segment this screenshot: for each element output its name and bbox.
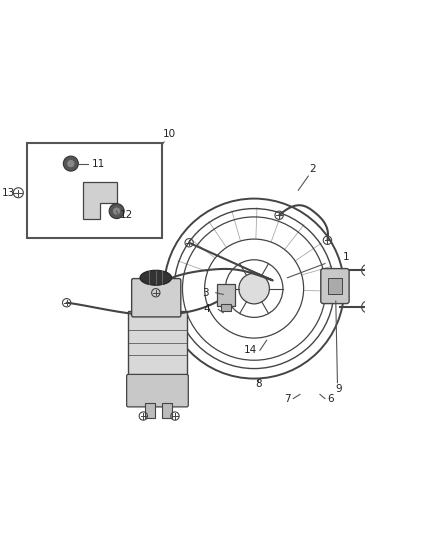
Text: 7: 7 (284, 393, 291, 403)
Text: 8: 8 (255, 379, 261, 390)
Text: 11: 11 (92, 159, 105, 168)
Text: 12: 12 (120, 210, 133, 220)
Circle shape (239, 273, 269, 304)
Circle shape (64, 156, 78, 171)
Text: 4: 4 (203, 304, 210, 314)
Bar (328, 278, 342, 294)
Bar (217, 285, 235, 306)
Polygon shape (83, 182, 117, 220)
Text: 14: 14 (244, 345, 257, 355)
Text: 2: 2 (309, 165, 316, 174)
FancyBboxPatch shape (321, 269, 349, 304)
Ellipse shape (140, 270, 172, 285)
Bar (221, 304, 231, 311)
Bar (162, 403, 172, 418)
FancyBboxPatch shape (127, 374, 188, 407)
Text: 10: 10 (162, 130, 176, 140)
Circle shape (67, 159, 75, 168)
Bar (28, 143, 162, 238)
Text: 6: 6 (328, 393, 334, 403)
Bar (128, 311, 187, 378)
Circle shape (113, 207, 121, 215)
Bar (145, 403, 155, 418)
Text: 13: 13 (2, 188, 15, 198)
Text: 3: 3 (202, 288, 209, 298)
Text: 9: 9 (336, 384, 343, 393)
Circle shape (109, 204, 124, 219)
Text: 1: 1 (343, 252, 349, 262)
FancyBboxPatch shape (132, 279, 181, 317)
